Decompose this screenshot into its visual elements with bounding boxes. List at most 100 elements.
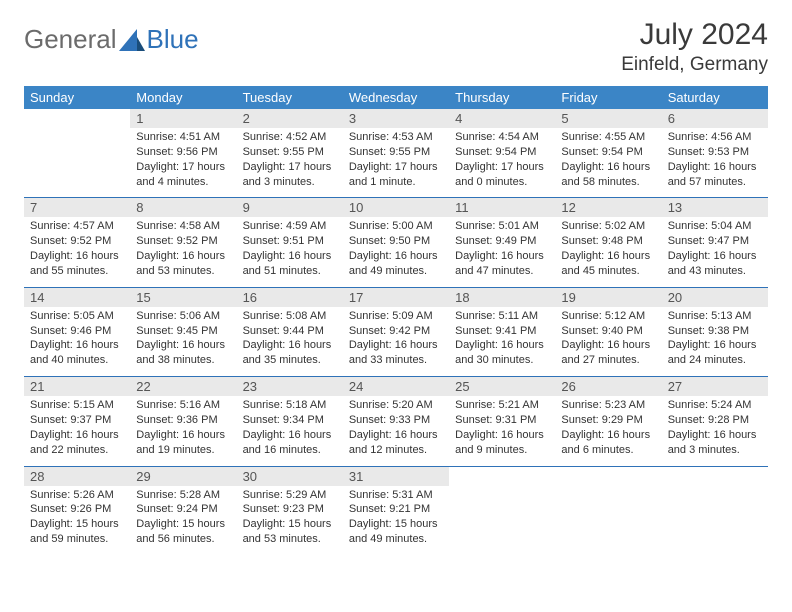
day-content-cell: Sunrise: 5:08 AMSunset: 9:44 PMDaylight:… [237, 307, 343, 376]
day-content-cell: Sunrise: 4:52 AMSunset: 9:55 PMDaylight:… [237, 128, 343, 197]
sunset-text: Sunset: 9:54 PM [455, 145, 549, 160]
day-content-cell: Sunrise: 4:54 AMSunset: 9:54 PMDaylight:… [449, 128, 555, 197]
sunset-text: Sunset: 9:33 PM [349, 413, 443, 428]
sunset-text: Sunset: 9:52 PM [136, 234, 230, 249]
day-content-cell: Sunrise: 4:51 AMSunset: 9:56 PMDaylight:… [130, 128, 236, 197]
sunrise-text: Sunrise: 4:52 AM [243, 130, 337, 145]
day-number-cell: 14 [24, 287, 130, 307]
daylight-text: Daylight: 15 hours and 53 minutes. [243, 517, 337, 547]
day-content-cell: Sunrise: 5:01 AMSunset: 9:49 PMDaylight:… [449, 217, 555, 286]
day-number-cell: 9 [237, 198, 343, 218]
sunset-text: Sunset: 9:50 PM [349, 234, 443, 249]
sunrise-text: Sunrise: 5:04 AM [668, 219, 762, 234]
daylight-text: Daylight: 15 hours and 56 minutes. [136, 517, 230, 547]
sunrise-text: Sunrise: 4:54 AM [455, 130, 549, 145]
daylight-text: Daylight: 16 hours and 55 minutes. [30, 249, 124, 279]
daylight-text: Daylight: 17 hours and 3 minutes. [243, 160, 337, 190]
day-number-cell: 19 [555, 287, 661, 307]
day-number-cell [555, 466, 661, 486]
day-number-cell: 15 [130, 287, 236, 307]
day-content-cell [24, 128, 130, 197]
daylight-text: Daylight: 16 hours and 24 minutes. [668, 338, 762, 368]
day-number-cell: 29 [130, 466, 236, 486]
sunrise-text: Sunrise: 4:51 AM [136, 130, 230, 145]
day-content-cell: Sunrise: 5:02 AMSunset: 9:48 PMDaylight:… [555, 217, 661, 286]
sunset-text: Sunset: 9:23 PM [243, 502, 337, 517]
day-content-cell: Sunrise: 4:59 AMSunset: 9:51 PMDaylight:… [237, 217, 343, 286]
day-content-cell: Sunrise: 4:56 AMSunset: 9:53 PMDaylight:… [662, 128, 768, 197]
day-content-cell: Sunrise: 5:31 AMSunset: 9:21 PMDaylight:… [343, 486, 449, 555]
sunset-text: Sunset: 9:55 PM [243, 145, 337, 160]
day-number-cell: 5 [555, 109, 661, 128]
sunrise-text: Sunrise: 5:11 AM [455, 309, 549, 324]
sunset-text: Sunset: 9:45 PM [136, 324, 230, 339]
day-content-cell: Sunrise: 5:15 AMSunset: 9:37 PMDaylight:… [24, 396, 130, 465]
sunset-text: Sunset: 9:55 PM [349, 145, 443, 160]
day-number-cell: 18 [449, 287, 555, 307]
day-content-cell: Sunrise: 5:04 AMSunset: 9:47 PMDaylight:… [662, 217, 768, 286]
daylight-text: Daylight: 16 hours and 49 minutes. [349, 249, 443, 279]
day-number-cell: 27 [662, 377, 768, 397]
logo: General Blue [24, 24, 199, 55]
daylight-text: Daylight: 16 hours and 35 minutes. [243, 338, 337, 368]
sunrise-text: Sunrise: 5:28 AM [136, 488, 230, 503]
sunset-text: Sunset: 9:31 PM [455, 413, 549, 428]
day-number-cell: 6 [662, 109, 768, 128]
sunrise-text: Sunrise: 5:20 AM [349, 398, 443, 413]
day-content-cell: Sunrise: 5:11 AMSunset: 9:41 PMDaylight:… [449, 307, 555, 376]
sunset-text: Sunset: 9:44 PM [243, 324, 337, 339]
day-number-cell: 22 [130, 377, 236, 397]
sunset-text: Sunset: 9:34 PM [243, 413, 337, 428]
sunrise-text: Sunrise: 4:59 AM [243, 219, 337, 234]
content-row: Sunrise: 4:57 AMSunset: 9:52 PMDaylight:… [24, 217, 768, 286]
sunset-text: Sunset: 9:36 PM [136, 413, 230, 428]
sunset-text: Sunset: 9:52 PM [30, 234, 124, 249]
daylight-text: Daylight: 16 hours and 51 minutes. [243, 249, 337, 279]
daylight-text: Daylight: 16 hours and 57 minutes. [668, 160, 762, 190]
day-number-cell: 3 [343, 109, 449, 128]
day-number-cell: 23 [237, 377, 343, 397]
day-content-cell: Sunrise: 4:55 AMSunset: 9:54 PMDaylight:… [555, 128, 661, 197]
day-content-cell: Sunrise: 5:21 AMSunset: 9:31 PMDaylight:… [449, 396, 555, 465]
daylight-text: Daylight: 16 hours and 6 minutes. [561, 428, 655, 458]
sunset-text: Sunset: 9:21 PM [349, 502, 443, 517]
sunset-text: Sunset: 9:53 PM [668, 145, 762, 160]
day-content-cell: Sunrise: 5:23 AMSunset: 9:29 PMDaylight:… [555, 396, 661, 465]
day-number-cell [449, 466, 555, 486]
day-content-cell: Sunrise: 5:00 AMSunset: 9:50 PMDaylight:… [343, 217, 449, 286]
day-header: Wednesday [343, 86, 449, 109]
content-row: Sunrise: 4:51 AMSunset: 9:56 PMDaylight:… [24, 128, 768, 197]
logo-triangle-icon [119, 29, 145, 51]
day-content-cell: Sunrise: 4:58 AMSunset: 9:52 PMDaylight:… [130, 217, 236, 286]
daylight-text: Daylight: 16 hours and 33 minutes. [349, 338, 443, 368]
sunrise-text: Sunrise: 4:55 AM [561, 130, 655, 145]
daylight-text: Daylight: 16 hours and 58 minutes. [561, 160, 655, 190]
daylight-text: Daylight: 16 hours and 12 minutes. [349, 428, 443, 458]
daylight-text: Daylight: 16 hours and 45 minutes. [561, 249, 655, 279]
sunset-text: Sunset: 9:51 PM [243, 234, 337, 249]
day-number-cell: 4 [449, 109, 555, 128]
daylight-text: Daylight: 16 hours and 43 minutes. [668, 249, 762, 279]
sunset-text: Sunset: 9:24 PM [136, 502, 230, 517]
day-content-cell: Sunrise: 5:26 AMSunset: 9:26 PMDaylight:… [24, 486, 130, 555]
day-number-cell [24, 109, 130, 128]
day-number-cell: 25 [449, 377, 555, 397]
daylight-text: Daylight: 17 hours and 0 minutes. [455, 160, 549, 190]
daylight-text: Daylight: 16 hours and 47 minutes. [455, 249, 549, 279]
daylight-text: Daylight: 16 hours and 3 minutes. [668, 428, 762, 458]
daylight-text: Daylight: 16 hours and 40 minutes. [30, 338, 124, 368]
day-number-cell: 30 [237, 466, 343, 486]
location-label: Einfeld, Germany [621, 54, 768, 76]
daynum-row: 14151617181920 [24, 287, 768, 307]
logo-text-blue: Blue [147, 24, 199, 55]
sunrise-text: Sunrise: 5:00 AM [349, 219, 443, 234]
daylight-text: Daylight: 16 hours and 22 minutes. [30, 428, 124, 458]
sunrise-text: Sunrise: 5:18 AM [243, 398, 337, 413]
sunrise-text: Sunrise: 5:01 AM [455, 219, 549, 234]
day-number-cell: 8 [130, 198, 236, 218]
day-content-cell: Sunrise: 5:18 AMSunset: 9:34 PMDaylight:… [237, 396, 343, 465]
day-header: Saturday [662, 86, 768, 109]
daynum-row: 78910111213 [24, 198, 768, 218]
sunset-text: Sunset: 9:29 PM [561, 413, 655, 428]
sunrise-text: Sunrise: 4:57 AM [30, 219, 124, 234]
